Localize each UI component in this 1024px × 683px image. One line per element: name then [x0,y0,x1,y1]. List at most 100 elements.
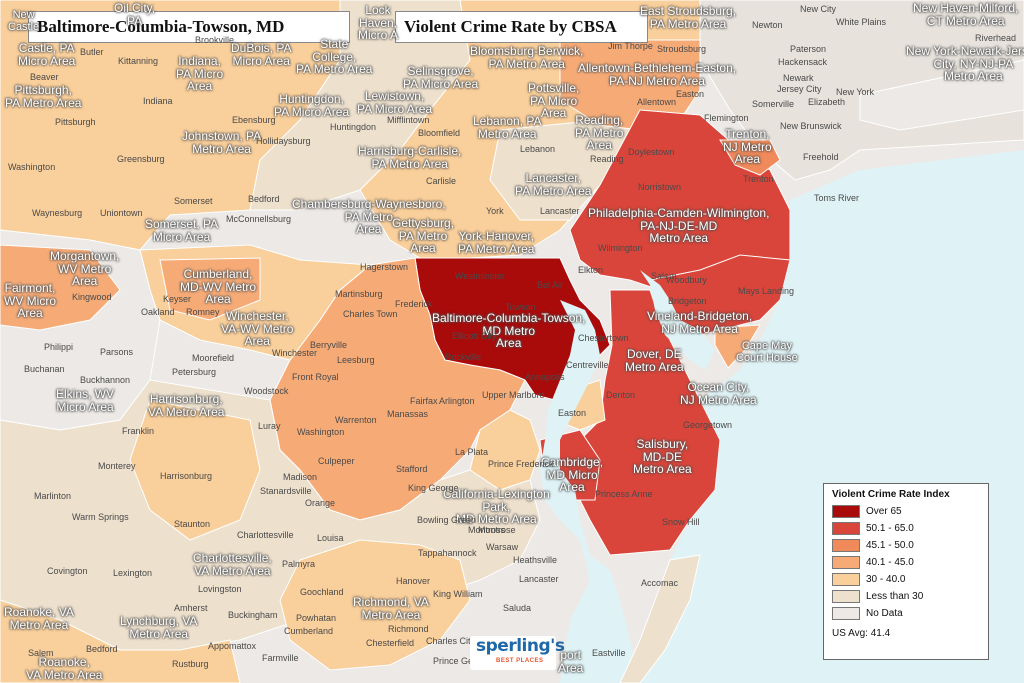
city-label: Centreville [566,360,609,370]
label-newcastle: Castle, PA Micro Area [18,41,76,68]
label-oilcity: Oil City, PA [114,1,156,28]
city-label: New City [800,4,837,14]
city-label: Stafford [396,464,428,474]
city-label: Farmville [262,653,299,663]
city-label: Warm Springs [72,512,129,522]
city-label: Fairfax [410,396,438,406]
region-morgantown[interactable] [0,244,121,331]
city-label: Warsaw [486,542,519,552]
city-label: New York [836,87,875,97]
label-fairmont: Fairmont, WV Micro Area [4,281,56,321]
city-label: Pittsburgh [55,117,96,127]
label-vineland: Vineland-Bridgeton, NJ Metro Area [647,309,753,336]
city-label: Somerville [752,99,795,109]
city-label: Toms River [814,193,860,203]
city-label: Westminster [455,271,505,281]
legend-swatch [832,607,860,620]
city-label: Prince Frederick [488,459,554,469]
city-label: Bedford [86,644,118,654]
legend-swatch [832,556,860,569]
region-nynj[interactable] [699,0,1024,181]
region-washington[interactable] [269,257,526,521]
label-richmond: Richmond, VA Metro Area [353,595,429,622]
city-label: Somerset [174,196,213,206]
region-cumberland[interactable] [159,257,261,321]
city-label: Staunton [174,519,211,529]
legend-item: 40.1 - 45.0 [832,554,988,571]
city-label: Bowling Green [417,515,477,525]
city-label: Frederick [395,299,433,309]
city-label: Rockville [445,352,482,362]
region-harrisonburg-va[interactable] [129,399,261,541]
legend-swatch [832,505,860,518]
city-label: Hanover [396,576,431,586]
city-label: Bel Air [537,280,564,290]
city-label: Elkton [578,265,604,275]
legend-swatch [832,522,860,535]
city-label: King George [408,483,459,493]
city-label: Buchanan [24,364,65,374]
label-ocean-city: Ocean City, NJ Metro Area [680,380,757,407]
city-label: Montross [468,525,506,535]
legend-label: 50.1 - 65.0 [866,523,914,534]
city-label: Riverhead [975,33,1017,43]
city-label: Philippi [44,342,74,352]
city-label: Ellicott City [452,331,497,341]
label-roanoke-1: Roanoke, VA Metro Area [4,605,74,632]
city-label: Keyser [163,294,192,304]
region-capemay[interactable] [714,324,761,369]
city-label: York [486,206,504,216]
city-label: Jim Thorpe [608,41,653,51]
city-label: Lancaster [519,574,559,584]
legend-item: Less than 30 [832,588,988,605]
logo-name: sperling's [476,636,565,656]
label-somerset: Somerset, PA Micro Area [145,217,219,244]
region-lynchburg[interactable] [0,599,241,683]
label-eaststroudsburg: East Stroudsburg, PA Metro Area [640,4,737,31]
city-label: Marlinton [34,491,72,501]
city-label: Doylestown [628,147,675,157]
city-label: Charles City [426,636,476,646]
city-label: Lexington [113,568,153,578]
city-label: Carlisle [426,176,457,186]
label-charlottesville: Charlottesville, VA Metro Area [193,551,272,578]
label-port-area: port Area [558,648,584,675]
city-label: New Brunswick [780,121,842,131]
city-label: Woodbury [666,275,707,285]
legend-title: Violent Crime Rate Index [832,489,950,500]
city-label: Georgetown [683,420,733,430]
city-label: Princess Anne [595,489,653,499]
city-label: Towson [505,302,536,312]
city-label: Appomattox [208,641,257,651]
city-label: Butler [80,47,104,57]
city-label: Goochland [300,587,344,597]
city-label: Lancaster [540,206,580,216]
sperlings-logo[interactable]: sperling's BEST PLACES [470,636,565,670]
city-label: Leesburg [337,355,375,365]
map-subtitle: Violent Crime Rate by CBSA [395,11,648,43]
city-label: Trenton [743,174,774,184]
city-label: Montrose [478,525,516,535]
label-gettysburg: Gettysburg, PA Metro Area [392,216,455,256]
legend-swatch [832,573,860,586]
label-lockhaven: Lock Haven, Micro A [358,3,399,43]
city-label: Berryville [310,340,348,350]
city-label: Flemington [704,113,749,123]
city-label: Easton [558,408,587,418]
region-richmond[interactable] [279,539,471,671]
label-salisbury: Salisbury, MD-DE Metro Area [633,437,692,477]
legend-label: No Data [866,608,903,619]
label-morgantown: Morgantown, WV Metro Area [50,249,120,289]
city-label: Powhatan [296,613,337,623]
region-eastern-shore-va[interactable] [619,554,701,683]
label-allentown: Allentown-Bethlehem-Easton, PA-NJ Metro A… [578,61,737,88]
city-label: Charles Town [343,309,398,319]
city-label: Woodstock [244,386,289,396]
city-label: Mifflintown [387,115,430,125]
label-elkins: Elkins, WV Micro Area [56,387,115,414]
label-johnstown: Johnstown, PA Metro Area [182,129,262,156]
city-label: Accomac [641,578,679,588]
city-label: Harrisonburg [160,471,213,481]
region-trenton[interactable] [719,139,781,176]
